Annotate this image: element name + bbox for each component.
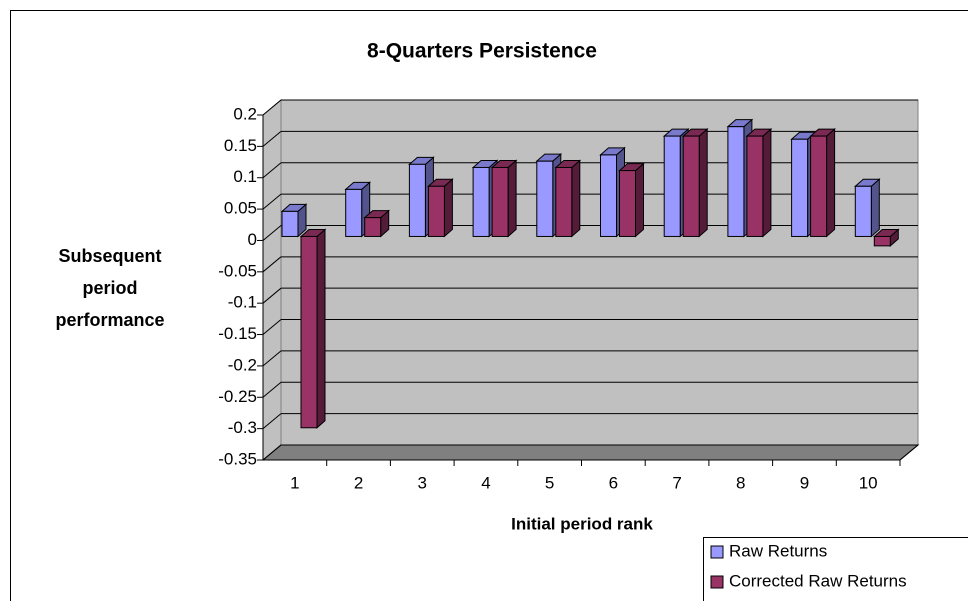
grid-line-side [262,350,282,367]
bar [854,185,872,237]
y-tick-label: -0.05 [218,261,257,280]
x-tick-label: 1 [290,473,299,492]
grid-line-side [262,381,282,398]
x-tick-label: 6 [609,473,618,492]
bar [619,170,636,237]
bar-side [870,178,880,238]
x-tick-label: 8 [736,473,745,492]
bar-side [635,162,644,238]
legend-swatch [710,575,724,589]
bar [682,135,700,237]
bar-side [762,127,772,238]
bar [727,126,745,237]
legend-swatch [710,545,724,559]
x-tick-label: 10 [859,473,878,492]
legend-box [703,537,968,601]
bar [281,210,299,237]
bar [555,166,573,237]
grid-line-side [262,319,282,335]
bar [472,166,490,237]
bar-side [507,159,517,238]
x-tick-label: 9 [800,473,809,492]
y-tick-label: 0.1 [233,167,257,186]
bar [791,138,809,237]
bar [873,235,891,247]
grid-line-side [262,287,282,304]
chart-title: 8-Quarters Persistence [367,40,597,63]
grid-line-side [262,413,282,430]
y-axis-title: Subsequent period performance [55,246,165,330]
bar [427,185,445,237]
grid-line-side [262,193,282,210]
grid-line-side [262,256,282,273]
y-tick-label: 0.05 [224,199,257,218]
grid-line-side [262,99,282,116]
grid-line-side [262,162,282,179]
side-wall [262,98,282,462]
floor [261,444,920,461]
y-tick-label: -0.35 [218,449,257,468]
x-tick-label: 2 [354,473,363,492]
grid-line-side [262,130,282,147]
bar [810,135,828,237]
bar [300,235,318,429]
legend-label: Raw Returns [729,541,827,560]
bar [600,154,617,237]
x-tick-label: 4 [481,473,490,492]
bar [364,217,382,237]
x-axis-depth [899,444,919,461]
bar-side [443,178,453,238]
grid-line-side [262,444,282,461]
y-tick-label: -0.1 [228,293,257,312]
y-tick-label: 0.2 [233,104,257,123]
y-tick-label: -0.2 [228,355,257,374]
bar-side [316,228,326,429]
x-axis-title: Initial period rank [511,514,653,533]
y-tick-label: -0.3 [228,418,257,437]
y-tick-label: 0 [248,230,257,249]
bar [536,160,554,237]
bar [408,163,426,237]
y-tick-label: -0.25 [218,387,257,406]
y-tick-label: -0.15 [218,324,257,343]
bar [746,135,764,237]
x-tick-label: 5 [545,473,554,492]
bar [345,188,363,237]
bar-side [826,127,836,238]
x-tick-label: 3 [418,473,427,492]
x-tick-label: 7 [672,473,681,492]
grid-line-side [262,225,282,241]
legend-label: Corrected Raw Returns [729,571,907,590]
y-tick-label: 0.15 [224,136,257,155]
bar-side [571,159,581,238]
bar-side [698,127,708,238]
bar [491,166,509,237]
bar [663,135,681,237]
